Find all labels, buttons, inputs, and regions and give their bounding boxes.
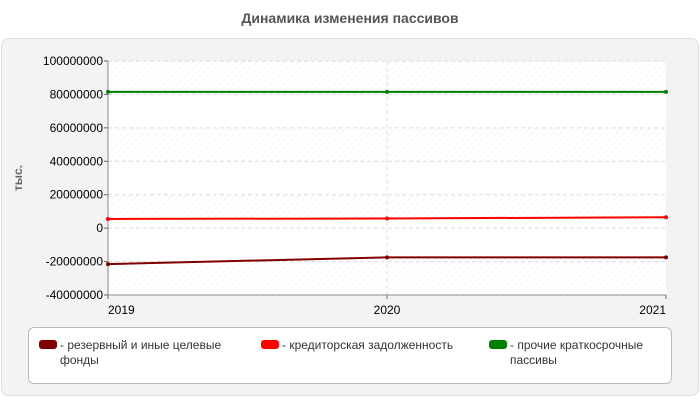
data-point (385, 89, 389, 94)
y-tick-label: -40000000 (46, 288, 104, 302)
data-point (106, 216, 110, 221)
data-point (385, 255, 389, 260)
chart-title: Динамика изменения пассивов (241, 10, 459, 26)
data-point (385, 216, 389, 221)
data-point (106, 262, 110, 267)
axis-labels: 100000000 80000000 60000000 40000000 2000000… (11, 54, 666, 317)
x-tick-label: 2019 (108, 303, 135, 317)
y-tick-label: 60000000 (50, 121, 104, 135)
data-point (664, 89, 668, 94)
legend-swatch-reserve (39, 340, 57, 349)
data-point (664, 255, 668, 260)
y-tick-label: 0 (96, 221, 103, 235)
legend-label-reserve: - резервный и иные целевые фонды (60, 338, 222, 367)
y-tick-label: -20000000 (46, 255, 104, 269)
series-lines (106, 89, 668, 267)
legend-label-payables: - кредиторская задолженность (282, 338, 454, 352)
legend-swatch-payables (261, 340, 279, 349)
y-tick-label: 20000000 (50, 188, 104, 202)
axes (104, 60, 667, 299)
legend: - резервный и иные целевые фонды - креди… (28, 327, 672, 384)
legend-label-other: - прочие краткосрочные пассивы (510, 338, 644, 367)
y-tick-label: 80000000 (50, 87, 104, 101)
x-tick-label: 2020 (374, 303, 401, 317)
y-tick-label: 100000000 (43, 54, 103, 68)
y-tick-label: 40000000 (50, 154, 104, 168)
y-axis-label: тыс. (11, 165, 25, 191)
data-point (106, 89, 110, 94)
x-tick-label: 2021 (639, 303, 666, 317)
legend-swatch-other (489, 340, 507, 349)
data-point (664, 215, 668, 220)
